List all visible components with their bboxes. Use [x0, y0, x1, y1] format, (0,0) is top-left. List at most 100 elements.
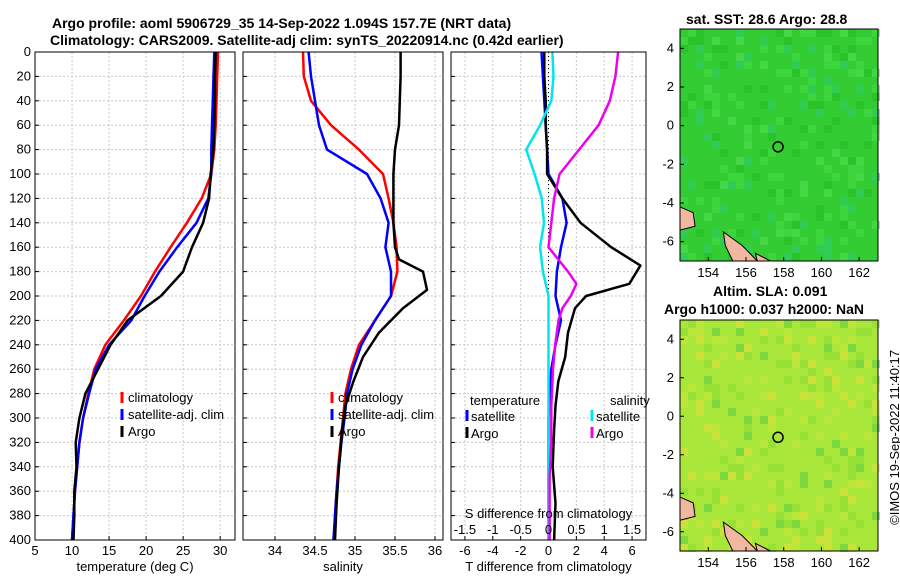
sst-map-cell [776, 197, 784, 205]
sla-map-cell [704, 424, 712, 432]
sst-map-cell [808, 101, 816, 109]
depth-tick-label: 360 [9, 483, 31, 498]
sla-map-cell [680, 336, 688, 344]
diff-legend-s-title: salinity [610, 393, 650, 408]
sst-map-cell [680, 197, 688, 205]
sla-map-cell [816, 496, 824, 504]
sst-map-cell [808, 125, 816, 133]
sla-map-cell [816, 448, 824, 456]
sst-map-cell [776, 173, 784, 181]
sla-map-cell [800, 392, 808, 400]
sst-map-cell [824, 181, 832, 189]
sst-map-cell [760, 149, 768, 157]
sla-map-cell [792, 536, 800, 544]
sla-map-cell [784, 520, 792, 528]
sla-map-cell [752, 520, 760, 528]
sst-map-cell [872, 133, 880, 141]
sst-map-cell [872, 173, 880, 181]
sst-map-cell [784, 229, 792, 237]
sst-map-cell [680, 253, 688, 261]
sla-map-xtick-label: 162 [848, 555, 870, 570]
sla-map-cell [800, 528, 808, 536]
sla-map-cell [856, 392, 864, 400]
temp-xtick-label: 5 [31, 543, 38, 558]
sla-map-cell [840, 448, 848, 456]
sst-map-profile-marker [772, 141, 784, 153]
sla-map-cell [680, 536, 688, 544]
temp-xtick-label: 30 [213, 543, 227, 558]
sla-map-cell [816, 536, 824, 544]
sla-map-cell [824, 472, 832, 480]
sla-map-cell [824, 544, 832, 552]
sla-map-cell [760, 376, 768, 384]
sst-map-cell [712, 133, 720, 141]
sla-map-cell [824, 352, 832, 360]
sla-map-cell [840, 504, 848, 512]
temp-legend-label: climatology [128, 390, 194, 405]
sst-map-cell [840, 141, 848, 149]
sla-map-cell [864, 400, 872, 408]
sla-map-cell [680, 400, 688, 408]
sst-map-cell [792, 245, 800, 253]
sst-map-cell [832, 149, 840, 157]
sla-map-cell [696, 408, 704, 416]
sla-map-cell [768, 392, 776, 400]
sla-map-cell [848, 512, 856, 520]
sst-map-xtick-label: 158 [773, 265, 795, 280]
sla-map-cell [824, 336, 832, 344]
sst-map-cell [704, 213, 712, 221]
sst-map-ytick-label: 4 [667, 40, 674, 55]
sst-map-cell [784, 29, 792, 37]
sla-map-cell [824, 528, 832, 536]
sst-map-cell [760, 101, 768, 109]
sst-map-cell [840, 213, 848, 221]
sst-map-cell [856, 69, 864, 77]
depth-tick-label: 380 [9, 508, 31, 523]
diff-x2tick-label: 1 [601, 522, 608, 537]
sla-map-cell [704, 392, 712, 400]
temp-series-argo [72, 51, 217, 541]
sla-map-cell [704, 360, 712, 368]
sst-map-cell [736, 165, 744, 173]
sst-map-cell [744, 245, 752, 253]
sst-map-cell [696, 37, 704, 45]
sla-map-cell [744, 472, 752, 480]
sla-map-cell [768, 440, 776, 448]
sst-map-cell [712, 45, 720, 53]
sst-map-cell [720, 165, 728, 173]
sla-map-cell [720, 352, 728, 360]
sla-map-cell [784, 528, 792, 536]
sla-map-cell [784, 320, 792, 328]
diff-legend-t-label: Argo [471, 426, 498, 441]
sla-map-cell [872, 424, 880, 432]
sst-map-cell [736, 101, 744, 109]
sst-map-title: sat. SST: 28.6 Argo: 28.8 [686, 11, 848, 27]
sla-map-cell [712, 520, 720, 528]
sst-map-cell [816, 101, 824, 109]
sla-map-cell [680, 520, 688, 528]
sla-map-cell [800, 360, 808, 368]
sla-map-cell [720, 528, 728, 536]
sst-map-cell [712, 229, 720, 237]
sst-map-cell [824, 77, 832, 85]
sla-map-cell [784, 328, 792, 336]
sst-map-cell [760, 37, 768, 45]
sst-map-cell [872, 93, 880, 101]
sst-map-cell [744, 125, 752, 133]
sst-map-cell [784, 213, 792, 221]
sla-map-cell [768, 416, 776, 424]
sst-map-cell [800, 85, 808, 93]
sla-map-cell [800, 376, 808, 384]
temp-series-satellite [70, 51, 216, 541]
sla-map-cell [784, 376, 792, 384]
sla-map-cell [696, 352, 704, 360]
sst-map-cell [704, 245, 712, 253]
sla-map-cell [760, 336, 768, 344]
sst-map-xtick-label: 160 [811, 265, 833, 280]
sst-map-cell [704, 85, 712, 93]
sst-map-cell [816, 109, 824, 117]
sla-map-cell [784, 480, 792, 488]
depth-tick-label: 60 [17, 117, 31, 132]
sla-map-cell [840, 488, 848, 496]
temp-xtick-label: 15 [102, 543, 116, 558]
